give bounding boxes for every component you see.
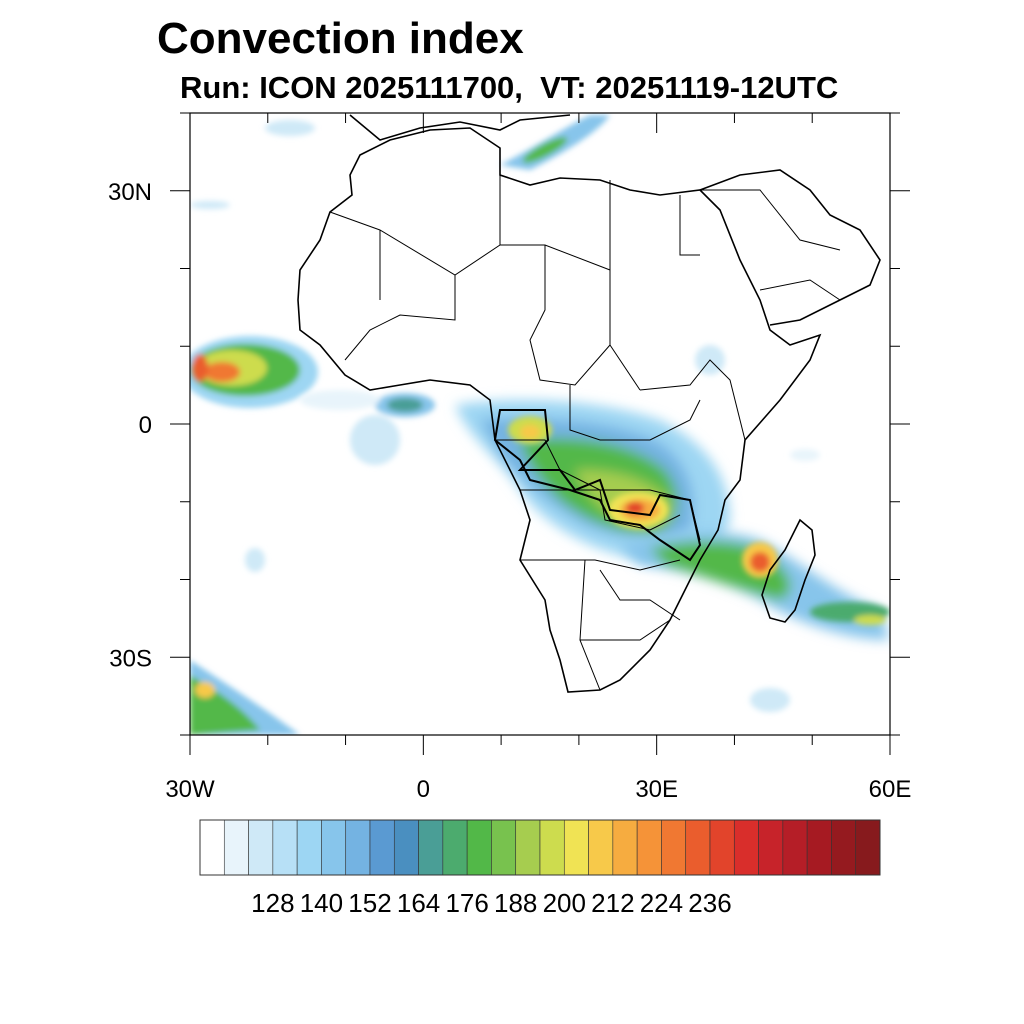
highlighted-borders: [493, 409, 702, 562]
colorbar-swatch: [223, 819, 249, 876]
field-madagascar-core: [742, 542, 890, 625]
x-tick-label: 30W: [165, 776, 215, 803]
chart-subtitle: Run: ICON 2025111700, VT: 20251119-12UTC: [180, 70, 839, 105]
colorbar-swatch: [393, 819, 419, 876]
y-tick-label: 30S: [109, 645, 152, 672]
x-tick-label: 30E: [635, 776, 678, 803]
europe-coastline: [349, 114, 571, 141]
colorbar-label: 152: [348, 888, 391, 918]
field-south-atlantic: [190, 660, 300, 735]
colorbar-swatch: [733, 819, 759, 876]
y-tick-label: 30N: [108, 179, 152, 206]
colorbar-label: 140: [300, 888, 343, 918]
colorbar-swatch: [442, 819, 468, 876]
colorbar-swatch: [806, 819, 832, 876]
colorbar-swatch: [709, 819, 735, 876]
colorbar-swatch: [296, 819, 322, 876]
colorbar-swatch: [248, 819, 274, 876]
field-gulf-guinea: [300, 390, 435, 465]
colorbar-label: 188: [494, 888, 537, 918]
convection-field: [190, 115, 890, 735]
colorbar-swatch: [758, 819, 784, 876]
madagascar-coastline: [761, 518, 816, 623]
colorbar: 128 140 152 164 176 188 200 212 224 236: [199, 819, 881, 918]
colorbar-label: 128: [251, 888, 294, 918]
arabia-coastline: [699, 169, 881, 326]
colorbar-swatch: [272, 819, 298, 876]
colorbar-swatch: [588, 819, 614, 876]
colorbar-swatch: [345, 819, 371, 876]
colorbar-swatch: [563, 819, 589, 876]
colorbar-swatch: [685, 819, 711, 876]
x-tick-label: 60E: [869, 776, 912, 803]
coastlines: [297, 114, 881, 693]
colorbar-swatch: [636, 819, 662, 876]
field-mediterranean: [190, 115, 725, 375]
field-zambia-core: [508, 416, 668, 528]
colorbar-label: 212: [591, 888, 634, 918]
colorbar-label: 224: [640, 888, 683, 918]
colorbar-swatch: [418, 819, 444, 876]
x-tick-label: 0: [417, 776, 430, 803]
axis-ticks: 30W 0 30E 60E 30N 0 30S: [108, 112, 912, 803]
colorbar-label: 176: [445, 888, 488, 918]
colorbar-swatch: [321, 819, 347, 876]
colorbar-swatch: [539, 819, 565, 876]
africa-coastline: [297, 127, 822, 693]
colorbar-swatch: [661, 819, 687, 876]
colorbar-swatch: [782, 819, 808, 876]
field-scattered: [245, 449, 820, 712]
colorbar-swatch: [466, 819, 492, 876]
colorbar-label: 236: [688, 888, 731, 918]
colorbar-swatch: [855, 819, 881, 876]
colorbar-swatch: [515, 819, 541, 876]
country-borders: [329, 175, 841, 691]
colorbar-swatch: [612, 819, 638, 876]
colorbar-label: 164: [397, 888, 440, 918]
colorbar-frame: [199, 819, 881, 876]
colorbar-swatch: [369, 819, 395, 876]
y-tick-label: 0: [139, 412, 152, 439]
colorbar-swatch: [199, 819, 225, 876]
field-west-atlantic: [190, 336, 318, 408]
colorbar-swatch: [491, 819, 517, 876]
colorbar-swatch: [831, 819, 857, 876]
chart-title: Convection index: [157, 14, 524, 63]
colorbar-label: 200: [543, 888, 586, 918]
